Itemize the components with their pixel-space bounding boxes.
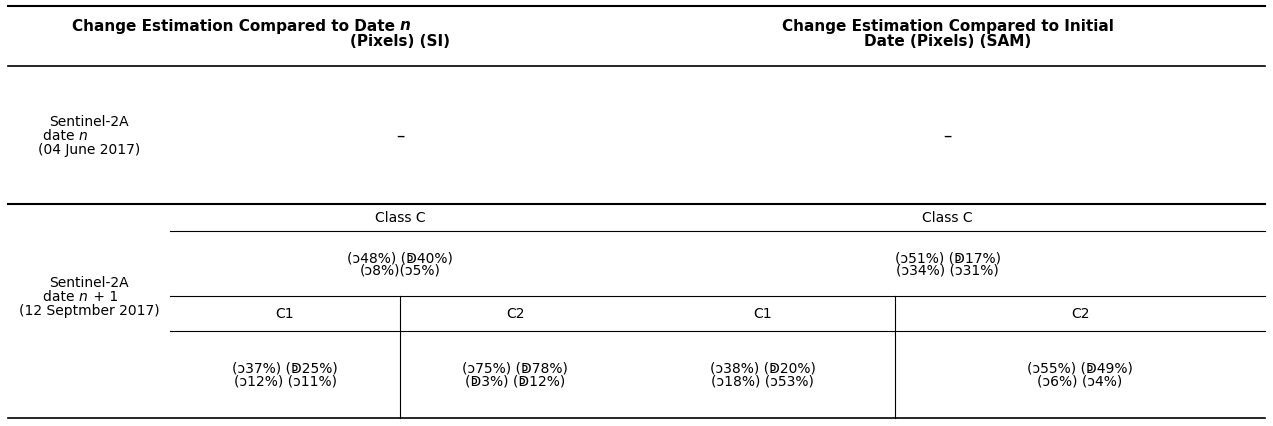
Text: C1: C1: [754, 307, 771, 321]
Text: –: –: [943, 127, 952, 145]
Text: (ↄ18%) (ↄ53%): (ↄ18%) (ↄ53%): [712, 374, 813, 388]
Text: (04 June 2017): (04 June 2017): [38, 143, 140, 157]
Text: (ↄ75%) (ↁ78%): (ↄ75%) (ↁ78%): [462, 361, 568, 375]
Text: (ↁ3%) (ↁ12%): (ↁ3%) (ↁ12%): [465, 374, 565, 388]
Text: (ↄ8%)(ↄ5%): (ↄ8%)(ↄ5%): [359, 263, 440, 277]
Text: (Pixels) (SI): (Pixels) (SI): [350, 35, 449, 49]
Text: (12 Septmber 2017): (12 Septmber 2017): [19, 303, 159, 317]
Text: Sentinel-2A: Sentinel-2A: [50, 275, 129, 289]
Text: Change Estimation Compared to Initial: Change Estimation Compared to Initial: [782, 18, 1114, 33]
Text: Date (Pixels) (SAM): Date (Pixels) (SAM): [864, 35, 1031, 49]
Text: n: n: [79, 289, 88, 303]
Text: (ↄ6%) (ↄ4%): (ↄ6%) (ↄ4%): [1037, 374, 1123, 388]
Text: C2: C2: [1071, 307, 1090, 321]
Text: (ↄ38%) (ↁ20%): (ↄ38%) (ↁ20%): [709, 361, 816, 375]
Text: C1: C1: [276, 307, 294, 321]
Text: n: n: [79, 129, 88, 143]
Text: n: n: [400, 18, 411, 33]
Text: Sentinel-2A: Sentinel-2A: [50, 115, 129, 129]
Text: (ↄ12%) (ↄ11%): (ↄ12%) (ↄ11%): [233, 374, 336, 388]
Text: date: date: [43, 129, 79, 143]
Text: date: date: [43, 289, 79, 303]
Text: + 1: + 1: [89, 289, 118, 303]
Text: (ↄ48%) (ↁ40%): (ↄ48%) (ↁ40%): [348, 250, 453, 265]
Text: –: –: [396, 127, 405, 145]
Text: Change Estimation Compared to Date: Change Estimation Compared to Date: [71, 18, 400, 33]
Text: (ↄ51%) (ↁ17%): (ↄ51%) (ↁ17%): [895, 250, 1001, 265]
Text: C2: C2: [505, 307, 524, 321]
Text: (ↄ55%) (ↁ49%): (ↄ55%) (ↁ49%): [1027, 361, 1133, 375]
Text: Class C: Class C: [374, 211, 425, 225]
Text: (ↄ37%) (ↁ25%): (ↄ37%) (ↁ25%): [232, 361, 337, 375]
Text: (ↄ34%) (ↄ31%): (ↄ34%) (ↄ31%): [896, 263, 999, 277]
Text: Class C: Class C: [922, 211, 973, 225]
